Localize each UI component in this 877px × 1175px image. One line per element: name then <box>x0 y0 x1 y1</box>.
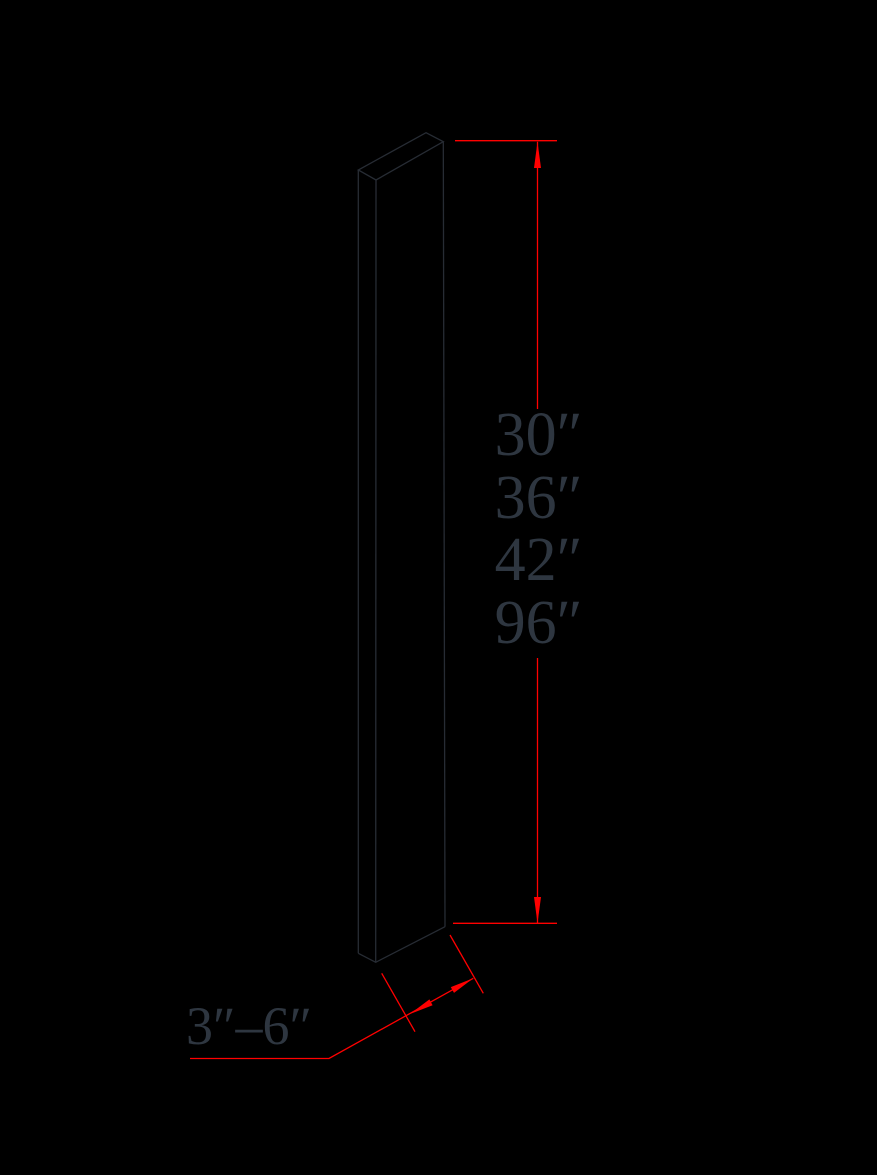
width-dimension <box>190 934 484 1060</box>
height-option-30: 30″ <box>494 401 583 469</box>
width-extension-line-left <box>381 972 416 1033</box>
height-arrow-down-icon <box>534 897 541 924</box>
panel-outline <box>356 131 446 964</box>
width-arrow-upper-right-icon <box>450 978 474 993</box>
width-extension-line-right <box>449 934 484 994</box>
height-dimension <box>453 140 557 924</box>
height-arrow-up-icon <box>534 141 541 168</box>
height-option-36: 36″ <box>494 463 583 532</box>
panel-right-edge <box>442 141 446 927</box>
width-arrow-lower-left-icon <box>410 999 433 1014</box>
height-option-42: 42″ <box>494 526 583 594</box>
panel-bottom-edges <box>358 926 446 964</box>
width-range-label: 3″–6″ <box>186 996 312 1056</box>
height-options-label: 30″ 36″ 42″ 96″ <box>468 404 609 654</box>
height-option-96: 96″ <box>494 588 583 657</box>
panel-top-face <box>356 131 445 181</box>
